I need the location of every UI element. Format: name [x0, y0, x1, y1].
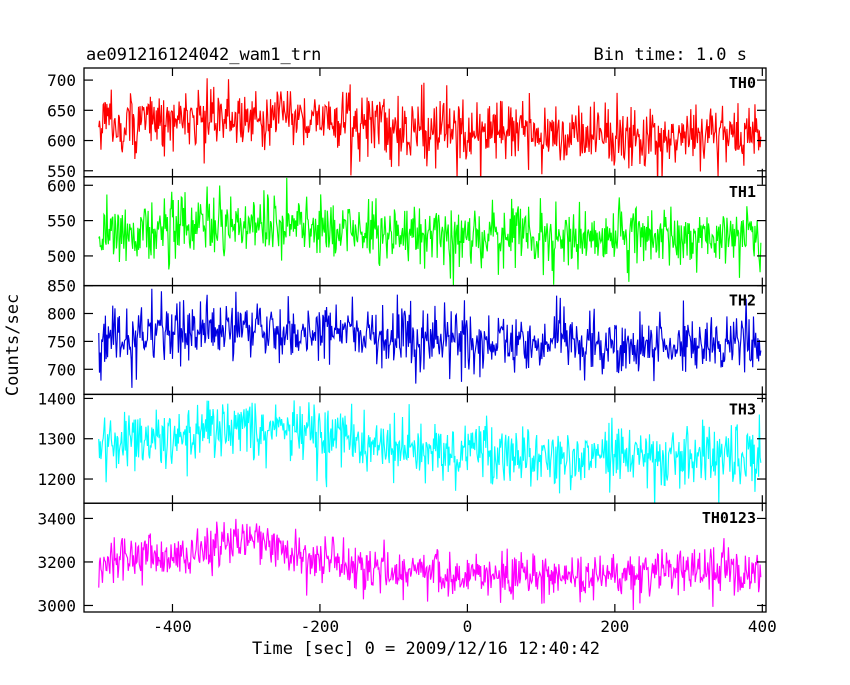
- panel-th3: TH3 1200 1300 1400: [37, 389, 767, 504]
- series-line-th3: [98, 400, 762, 504]
- y-tick-label: 750: [47, 332, 76, 351]
- y-tick-label: 800: [47, 304, 76, 323]
- y-tick-label: 700: [47, 360, 76, 379]
- y-axis-label: Counts/sec: [3, 294, 23, 396]
- panel-frame: [83, 67, 767, 178]
- x-tick-label: -200: [301, 617, 340, 636]
- y-tick-label: 600: [47, 132, 76, 151]
- y-tick-label: 1400: [37, 389, 76, 408]
- x-tick-label: 200: [600, 617, 629, 636]
- y-tick-label: 600: [47, 176, 76, 195]
- series-label: TH0123: [702, 509, 756, 527]
- x-tick-label: 0: [463, 617, 473, 636]
- series-line-th1: [98, 177, 762, 286]
- panels-group: TH0550600650700TH1500550600TH27007508008…: [37, 67, 767, 615]
- y-tick-label: 3000: [37, 596, 76, 615]
- panel-th1: TH1 500 550 600: [47, 176, 767, 287]
- chart-title: ae091216124042_wam1_trn: [86, 45, 321, 65]
- y-tick-label: 550: [47, 162, 76, 181]
- y-tick-label: 650: [47, 101, 76, 120]
- series-line-th0123: [98, 518, 762, 611]
- series-label: TH0: [729, 74, 756, 92]
- y-tick-label: 1200: [37, 470, 76, 489]
- series-label: TH2: [729, 292, 756, 310]
- x-tick-label: -400: [153, 617, 192, 636]
- x-tick-label: 400: [748, 617, 777, 636]
- series-line-th2: [98, 288, 762, 388]
- panel-th2: TH2 700 750 800 850: [47, 277, 767, 396]
- y-tick-label: 500: [47, 247, 76, 266]
- panel-frame: [83, 502, 767, 613]
- y-tick-label: 550: [47, 212, 76, 231]
- bin-time-label: Bin time: 1.0 s: [593, 45, 747, 65]
- y-tick-label: 1300: [37, 430, 76, 449]
- series-label: TH1: [729, 183, 756, 201]
- y-tick-label: 700: [47, 71, 76, 90]
- x-axis-label: Time [sec] 0 = 2009/12/16 12:40:42: [252, 639, 600, 659]
- panel-th0123: TH0123 3000 3200 3400: [37, 502, 767, 615]
- y-tick-label: 3200: [37, 553, 76, 572]
- y-tick-label: 3400: [37, 509, 76, 528]
- series-label: TH3: [729, 400, 756, 418]
- x-axis-ticks: -400 -200 0 200 400: [153, 68, 777, 636]
- series-line-th0: [98, 78, 762, 177]
- panel-th0: TH0 550 600 650 700: [47, 67, 767, 181]
- y-tick-label: 850: [47, 277, 76, 296]
